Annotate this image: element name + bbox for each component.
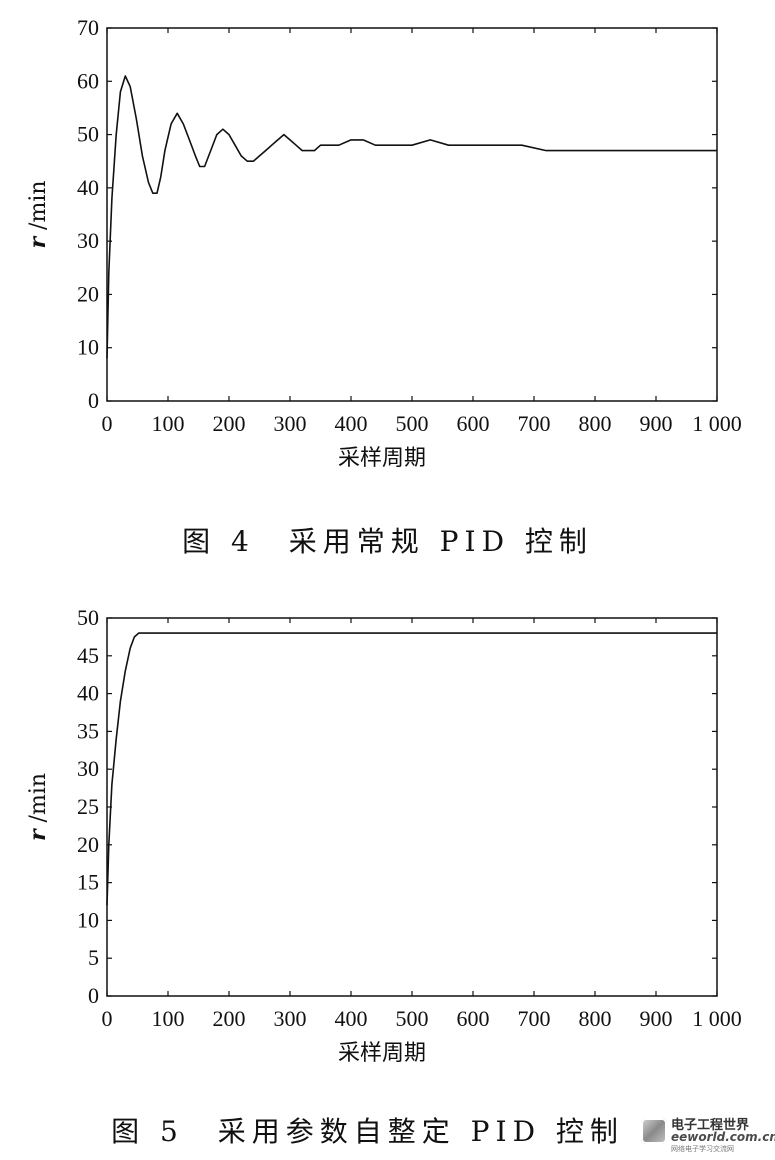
chart1-ylabel: r /min bbox=[25, 180, 51, 248]
chart-fig4-caption: 图 4 采用常规 PID 控制 bbox=[182, 525, 593, 558]
chart2-ytick-label: 45 bbox=[77, 643, 99, 668]
chart1-xtick-label: 200 bbox=[213, 411, 246, 436]
chart2-xtick-label: 0 bbox=[102, 1006, 113, 1031]
chart1-xtick-label: 1 000 bbox=[692, 411, 742, 436]
chart2-xtick-label: 1 000 bbox=[692, 1006, 742, 1031]
chart2-ylabel-var: r bbox=[25, 828, 51, 841]
chart1-xtick-label: 0 bbox=[102, 411, 113, 436]
chart1-ytick-label: 70 bbox=[77, 15, 99, 40]
chart1-xtick-label: 100 bbox=[152, 411, 185, 436]
chart1-xtick-label: 400 bbox=[335, 411, 368, 436]
chart1-ylabel-unit: /min bbox=[26, 180, 51, 236]
chart2-ytick-label: 15 bbox=[77, 870, 99, 895]
chart2-ytick-label: 30 bbox=[77, 756, 99, 781]
chart1-xtick-label: 500 bbox=[396, 411, 429, 436]
chart1-ytick-label: 10 bbox=[77, 335, 99, 360]
chart2-ytick-label: 25 bbox=[77, 794, 99, 819]
watermark-cn: 电子工程世界 bbox=[671, 1118, 750, 1133]
chart2-xtick-label: 600 bbox=[457, 1006, 490, 1031]
chart2-xtick-label: 200 bbox=[213, 1006, 246, 1031]
chart2-xtick-label: 700 bbox=[518, 1006, 551, 1031]
chart2-xtick-label: 900 bbox=[640, 1006, 673, 1031]
chart1-ytick-label: 0 bbox=[88, 388, 99, 413]
chart1-xtick-label: 900 bbox=[640, 411, 673, 436]
chart2-ytick-label: 10 bbox=[77, 907, 99, 932]
chart1-ylabel-var: r bbox=[25, 236, 51, 249]
chart1-xtick-label: 800 bbox=[579, 411, 612, 436]
chart-fig5: 0 5 10 15 20 25 30 35 40 45 50 0 100 200 300 400 500 600 7… bbox=[0, 590, 775, 1150]
chart1-ytick-label: 60 bbox=[77, 68, 99, 93]
chart2-ytick-label: 5 bbox=[88, 945, 99, 970]
chart1-ytick-label: 30 bbox=[77, 228, 99, 253]
watermark: 电子工程世界 eeworld.com.cn 网络电子学习交流网 bbox=[641, 1114, 775, 1154]
chart2-ylabel: r /min bbox=[25, 773, 51, 841]
chart2-ytick-label: 20 bbox=[77, 832, 99, 857]
chart2-ytick-label: 40 bbox=[77, 681, 99, 706]
watermark-en: eeworld.com.cn bbox=[671, 1130, 775, 1144]
watermark-logo-icon bbox=[641, 1118, 667, 1144]
chart2-series-line bbox=[106, 632, 717, 906]
chart1-xlabel: 采样周期 bbox=[338, 446, 426, 471]
chart1-xtick-label: 700 bbox=[518, 411, 551, 436]
chart2-ytick-label: 50 bbox=[77, 605, 99, 630]
chart1-ytick-label: 20 bbox=[77, 281, 99, 306]
chart2-ylabel-unit: /min bbox=[26, 773, 51, 829]
chart2-xtick-label: 400 bbox=[335, 1006, 368, 1031]
chart1-ytick-label: 40 bbox=[77, 175, 99, 200]
chart1-ytick-label: 50 bbox=[77, 122, 99, 147]
chart1-xtick-label: 600 bbox=[457, 411, 490, 436]
chart-fig5-caption: 图 5 采用参数自整定 PID 控制 bbox=[111, 1115, 624, 1148]
chart2-xlabel: 采样周期 bbox=[338, 1041, 426, 1066]
chart2-xtick-label: 800 bbox=[579, 1006, 612, 1031]
chart1-plot-frame bbox=[106, 27, 718, 402]
chart-fig4: 0 10 20 30 40 50 60 70 0 100 200 300 400 500 600 700 800… bbox=[0, 0, 775, 575]
chart1-series-line bbox=[106, 75, 717, 359]
chart2-ytick-label: 0 bbox=[88, 983, 99, 1008]
chart2-xtick-label: 300 bbox=[274, 1006, 307, 1031]
chart2-ytick-label: 35 bbox=[77, 718, 99, 743]
chart2-plot-frame bbox=[106, 617, 718, 997]
chart2-xtick-label: 500 bbox=[396, 1006, 429, 1031]
chart2-xtick-label: 100 bbox=[152, 1006, 185, 1031]
watermark-sub: 网络电子学习交流网 bbox=[671, 1145, 734, 1153]
chart1-xtick-label: 300 bbox=[274, 411, 307, 436]
